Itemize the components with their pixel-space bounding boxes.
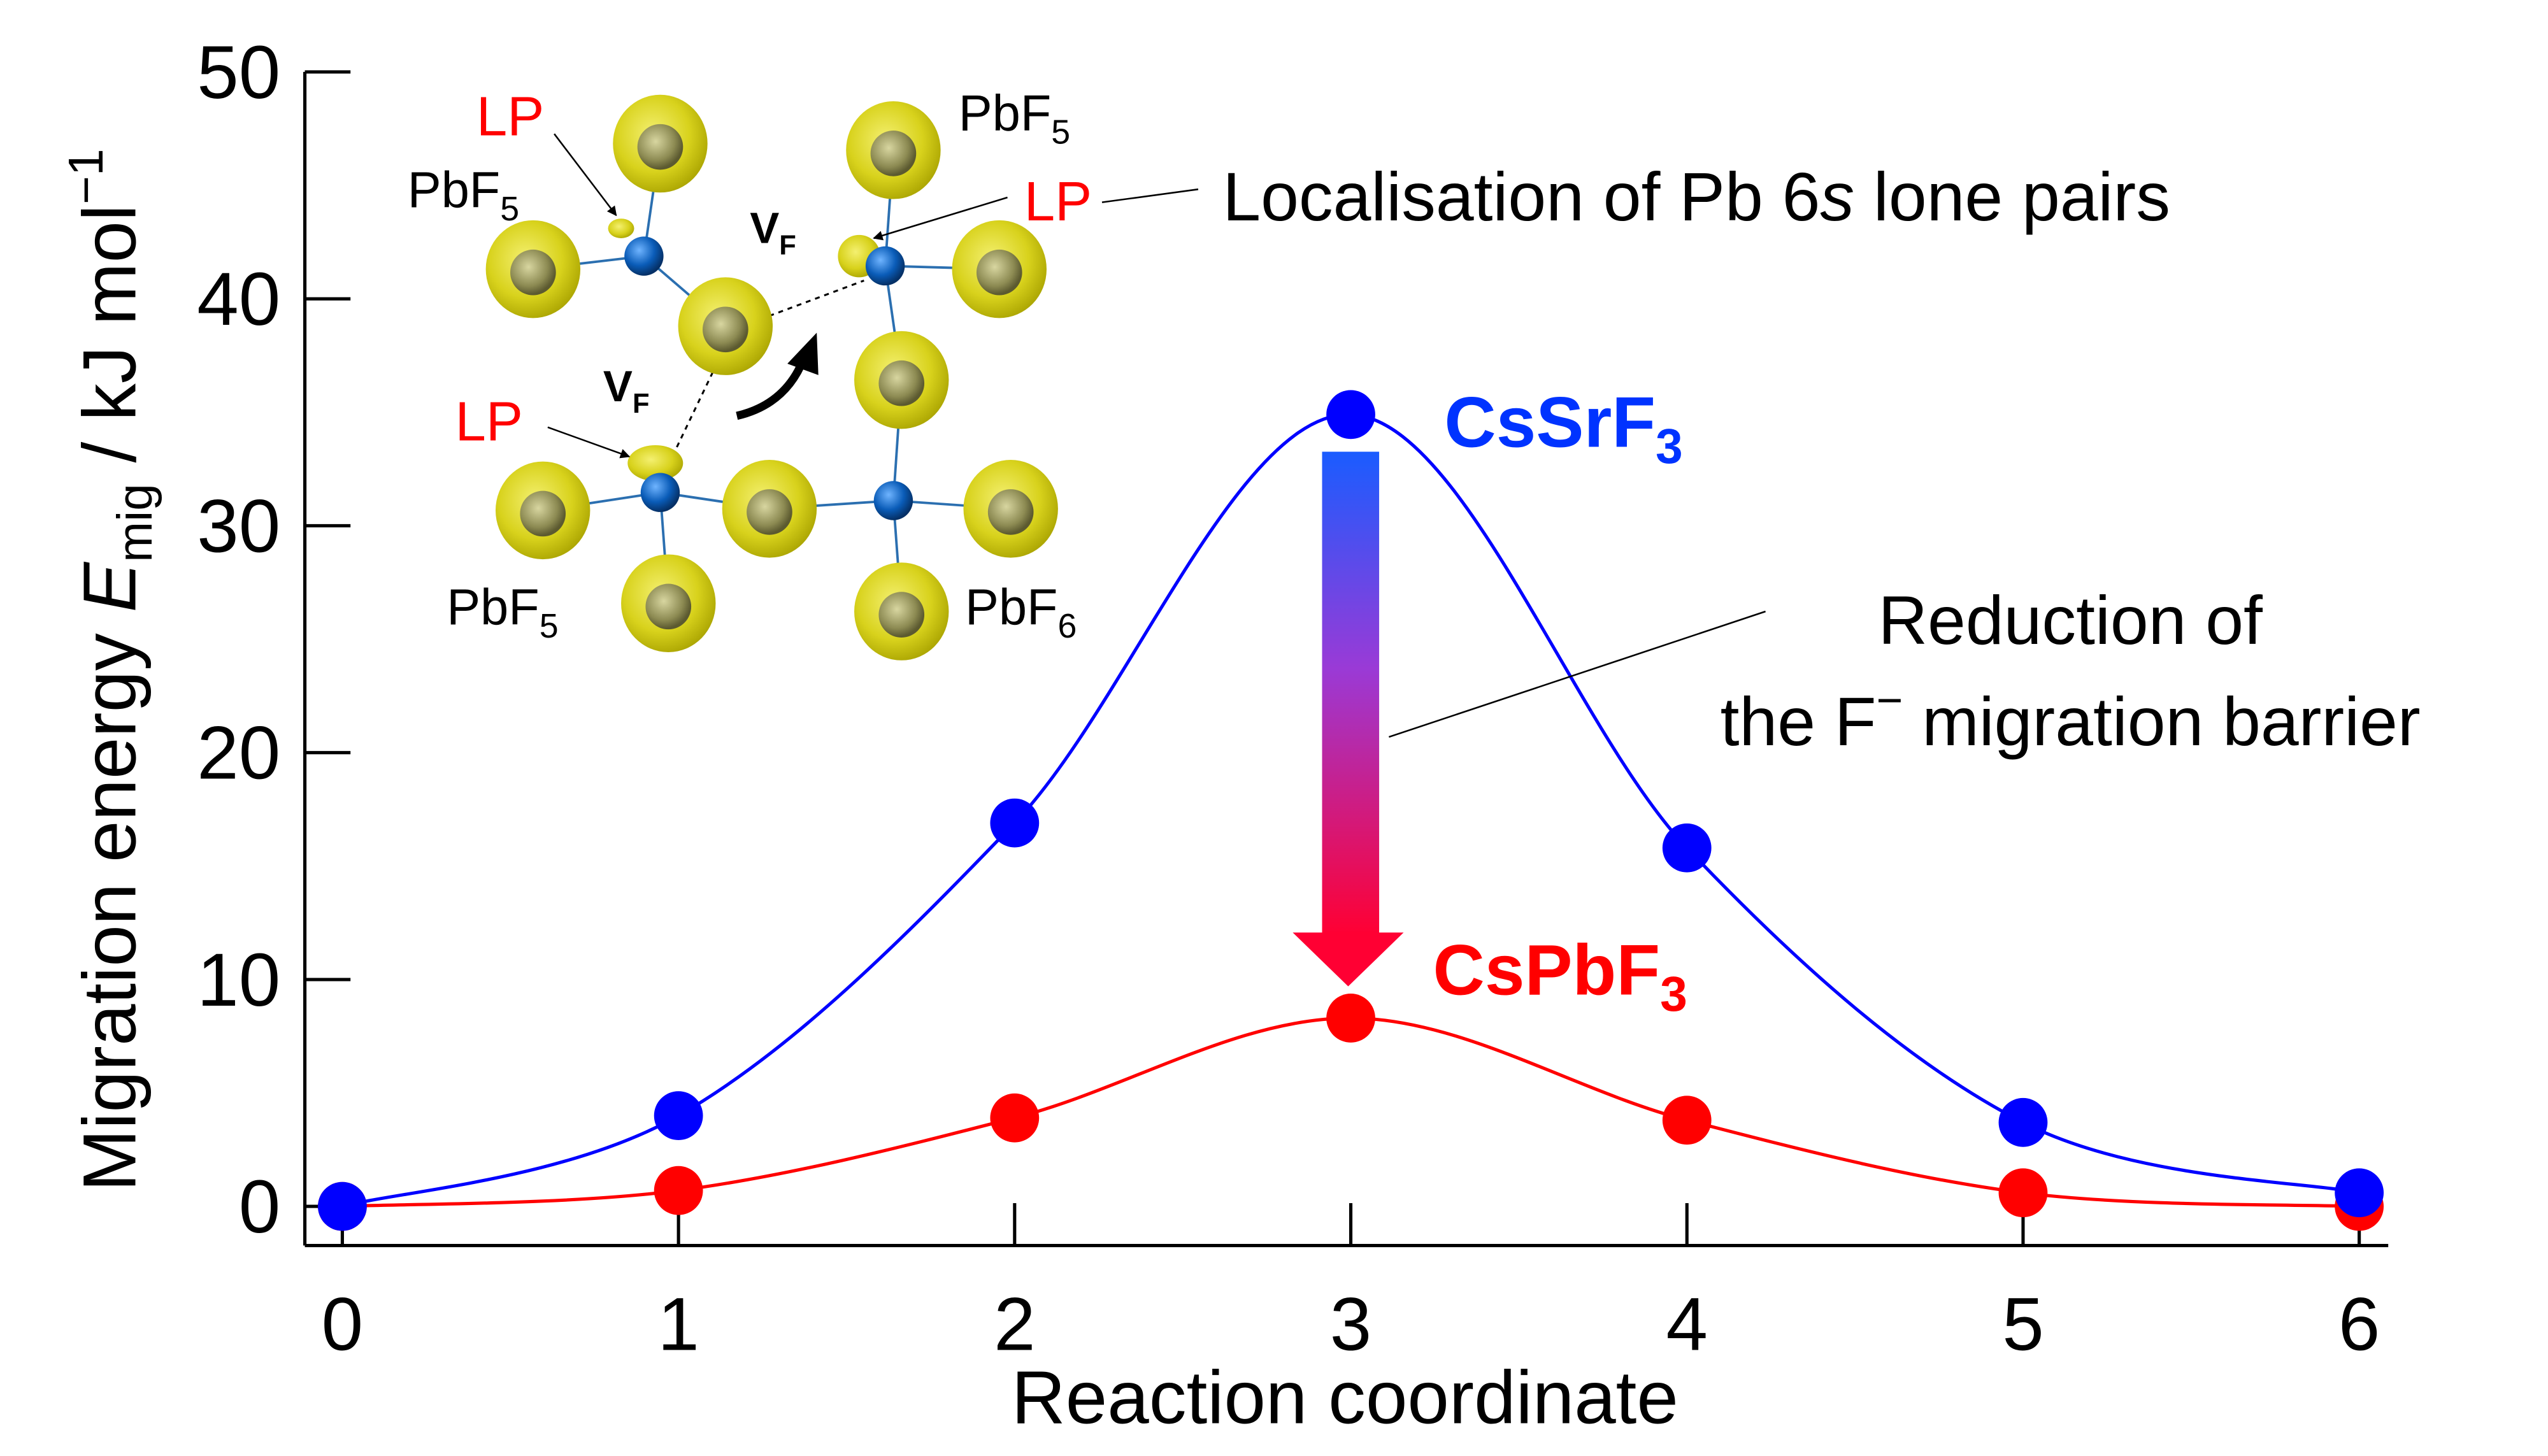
series-line-cspbf3 <box>342 1016 2359 1208</box>
fluoride-atom <box>747 489 792 535</box>
data-point-cssrf3 <box>318 1181 367 1231</box>
data-point-cspbf3 <box>1998 1168 2048 1218</box>
x-tick-label: 2 <box>994 1281 1035 1366</box>
data-point-cssrf3 <box>990 798 1040 848</box>
x-tick-label: 1 <box>657 1281 699 1366</box>
x-tick-label: 4 <box>1666 1281 1707 1366</box>
localisation-annotation: Localisation of Pb 6s lone pairs <box>1222 159 2170 235</box>
data-point-cspbf3 <box>654 1166 703 1215</box>
y-tick-label: 20 <box>197 711 280 795</box>
migration-arrow-head <box>787 332 819 375</box>
lp-pointer-3 <box>547 426 631 459</box>
data-point-cssrf3 <box>2335 1168 2384 1218</box>
data-point-cspbf3 <box>1326 994 1375 1043</box>
x-tick-label: 0 <box>322 1281 363 1366</box>
lp-pointer-2 <box>873 196 1008 241</box>
migration-curved-arrow <box>736 357 808 420</box>
y-axis-title: Migration energy Emig / kJ mol−1 <box>59 148 162 1192</box>
y-tick-label: 40 <box>197 257 280 341</box>
x-axis-title: Reaction coordinate <box>1012 1355 1678 1439</box>
vf-label-2: VF <box>603 361 650 419</box>
fluoride-atom <box>878 592 925 638</box>
lead-atoms <box>624 236 913 520</box>
pbf5-label-top-right: PbF5 <box>959 85 1070 151</box>
axes <box>303 71 2389 1248</box>
fluoride-atom <box>510 249 556 296</box>
data-point-cssrf3 <box>1326 390 1375 439</box>
data-point-cspbf3 <box>990 1093 1040 1143</box>
lp-label-1: LP <box>476 86 544 148</box>
pbf5-label-top-left: PbF5 <box>408 161 519 227</box>
fluoride-ions <box>485 94 1058 660</box>
fluoride-atom <box>987 489 1034 535</box>
reduction-annotation-line2: the F− migration barrier <box>1721 675 2421 760</box>
lp-pointer-1 <box>554 133 617 217</box>
y-tick-label: 0 <box>239 1164 280 1248</box>
x-tick-label: 6 <box>2338 1281 2380 1366</box>
lp-label-3: LP <box>455 390 523 452</box>
fluoride-atom <box>520 490 566 537</box>
lp-label-2: LP <box>1024 171 1092 232</box>
data-point-cssrf3 <box>1662 823 1712 873</box>
lone-pair-lobes <box>608 218 880 482</box>
y-tick-label: 10 <box>197 938 280 1022</box>
fluoride-atom <box>878 360 925 406</box>
lone-pair-structure-inset: LP LP LP VF VF PbF5 PbF5 PbF5 PbF6 <box>408 85 1199 660</box>
reduction-arrow <box>1292 452 1404 987</box>
data-point-cssrf3 <box>654 1091 703 1141</box>
fluoride-atom <box>976 249 1022 296</box>
fluoride-atom <box>870 131 917 176</box>
y-tick-label: 30 <box>197 483 280 567</box>
data-point-cssrf3 <box>1998 1097 2048 1147</box>
data-point-cspbf3 <box>1662 1096 1712 1145</box>
localisation-pointer <box>1101 188 1199 203</box>
series-layer <box>318 390 2384 1231</box>
fluoride-atom <box>637 124 684 170</box>
y-axis-ticks: 0 10 20 30 40 50 <box>197 30 351 1248</box>
x-tick-label: 3 <box>1330 1281 1371 1366</box>
reduction-annotation-line1: Reduction of <box>1878 582 2263 659</box>
pbf5-label-bottom-left: PbF5 <box>447 578 558 645</box>
cspbf3-label: CsPbF3 <box>1433 929 1687 1022</box>
fluoride-atom <box>703 306 748 353</box>
x-tick-label: 5 <box>2002 1281 2043 1366</box>
vf-label-1: VF <box>750 203 796 261</box>
cssrf3-label: CsSrF3 <box>1444 382 1682 475</box>
y-tick-label: 50 <box>197 30 280 114</box>
fluoride-atom <box>645 583 692 630</box>
x-axis-ticks: 0 1 2 3 4 5 6 <box>322 1203 2380 1366</box>
reduction-pointer <box>1389 610 1766 738</box>
pbf6-label-bottom-right: PbF6 <box>965 578 1077 645</box>
